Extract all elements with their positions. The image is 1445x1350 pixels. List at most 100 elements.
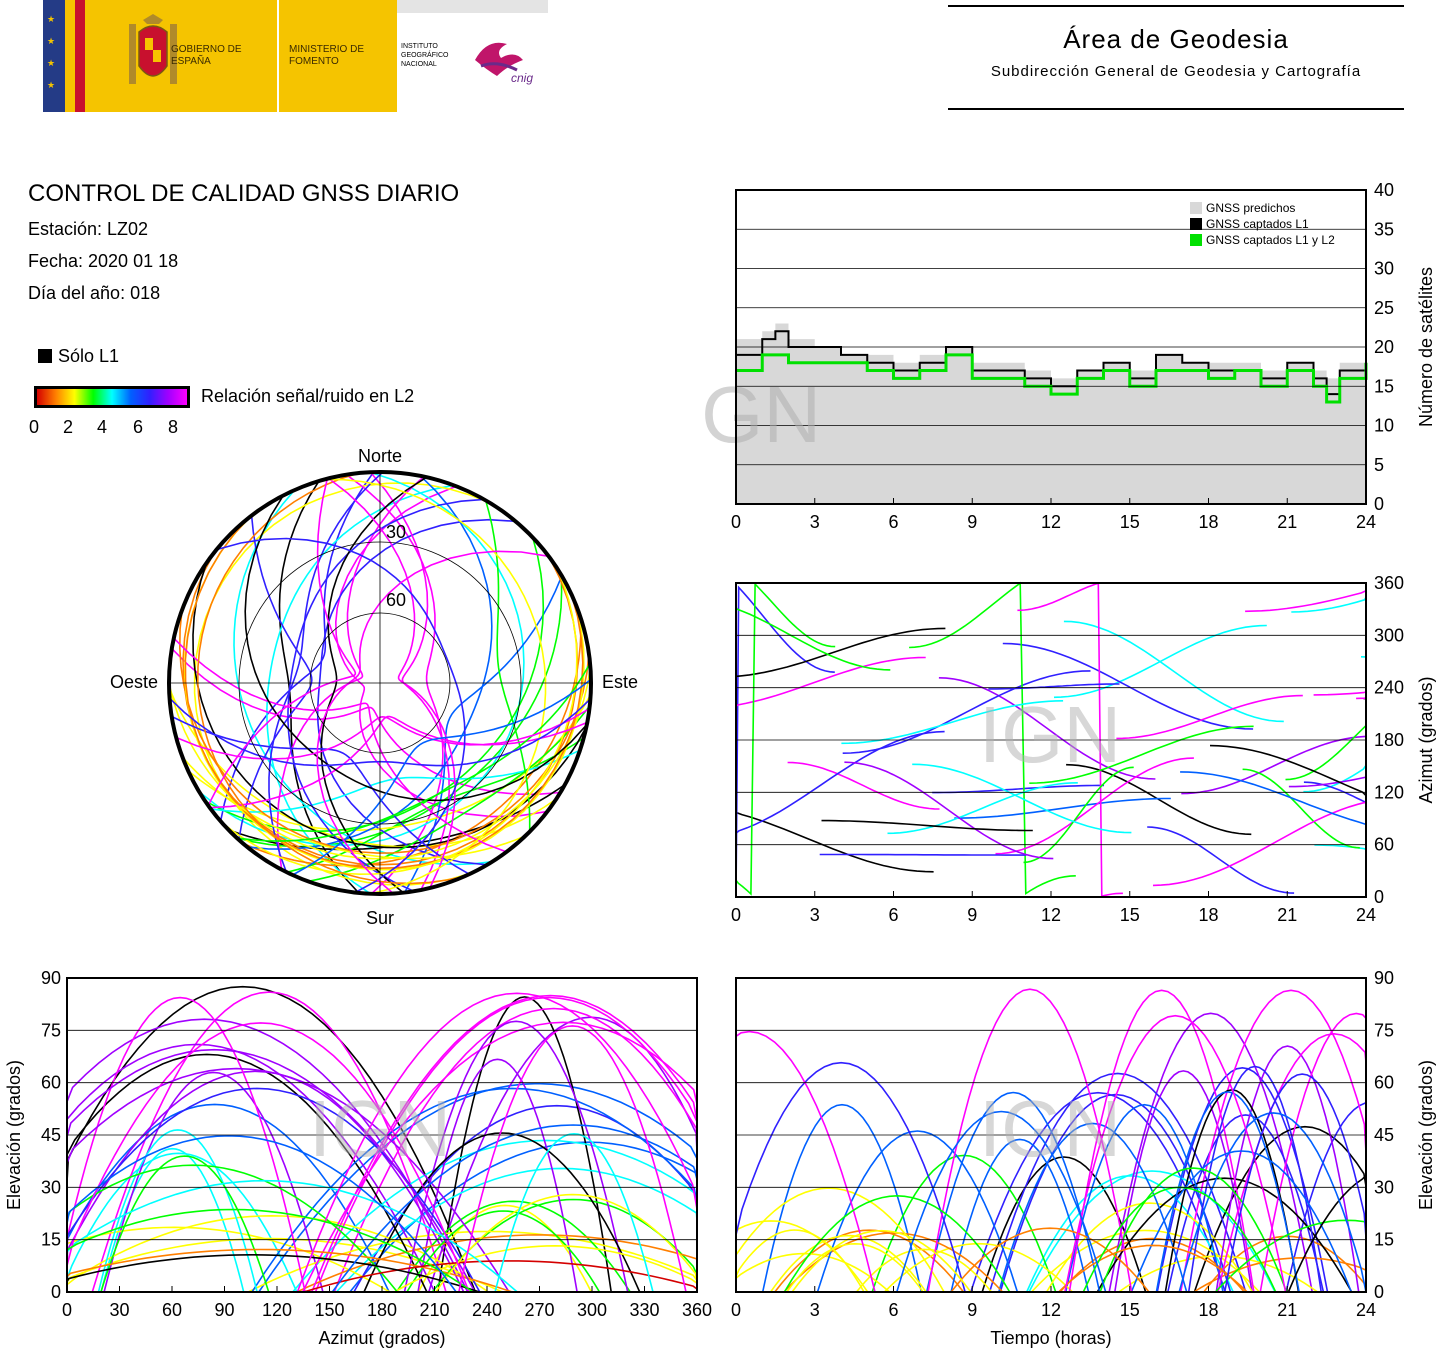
x-tick-label: 21 <box>1277 1300 1297 1320</box>
skyplot-trace <box>238 515 313 840</box>
x-tick-label: 3 <box>810 512 820 532</box>
azimuth-trace <box>932 784 1104 794</box>
y-tick-label: 30 <box>1374 1177 1394 1197</box>
gobierno-logo-text: GOBIERNO DE ESPAÑA <box>171 44 242 67</box>
flag-band-red <box>75 0 85 112</box>
area-subtitle: Subdirección General de Geodesia y Carto… <box>990 63 1362 80</box>
elevation-time-arc <box>950 1227 1150 1293</box>
series-predicted <box>736 323 1366 504</box>
azimuth-trace <box>938 677 1156 780</box>
skyplot-trace <box>276 476 425 870</box>
x-tick-label: 210 <box>419 1300 449 1320</box>
elevation-time-arc <box>999 1093 1232 1293</box>
x-tick-label: 6 <box>888 905 898 925</box>
x-tick-label: 24 <box>1356 512 1376 532</box>
y-tick-label: 60 <box>1374 835 1394 855</box>
elevation-azimuth-grid <box>67 1029 697 1241</box>
satellite-count-y-ticks: 0 5 10 15 20 25 30 35 40 <box>1374 180 1394 514</box>
snr-tick: 4 <box>97 417 108 437</box>
skyplot-trace <box>233 489 493 866</box>
skyplot-trace <box>220 569 578 876</box>
skyplot-trace <box>268 471 384 873</box>
elevation-time-arc <box>1179 989 1367 1293</box>
elevation-time-arc <box>1178 1112 1367 1293</box>
azimuth-trace <box>1242 768 1360 849</box>
ign-logo-bar <box>397 0 548 13</box>
snr-tick: 8 <box>168 417 179 437</box>
elevation-arc <box>406 1210 601 1293</box>
elevation-arc <box>66 996 306 1293</box>
skyplot-trace <box>334 485 548 818</box>
elevation-azimuth-traces <box>66 985 698 1293</box>
y-tick-label: 60 <box>41 1073 61 1093</box>
azimuth-trace <box>844 761 1054 860</box>
x-tick-label: 120 <box>262 1300 292 1320</box>
skyplot-trace <box>324 478 547 895</box>
elevation-arc <box>435 1193 698 1293</box>
elevation-time-arc <box>998 1122 1188 1293</box>
x-tick-label: 15 <box>1120 512 1140 532</box>
y-tick-label: 0 <box>51 1282 61 1302</box>
elevation-time-arc <box>1118 1255 1319 1293</box>
azimuth-trace <box>819 853 1027 856</box>
y-tick-label: 180 <box>1374 730 1404 750</box>
azimuth-trace <box>1116 694 1303 740</box>
skyplot-trace <box>175 708 590 760</box>
legend-l1-swatch <box>1190 218 1202 230</box>
azimuth-trace <box>821 819 1033 832</box>
elevation-arc <box>395 1200 631 1293</box>
skyplot-trace <box>328 477 456 889</box>
x-tick-label: 9 <box>967 905 977 925</box>
y-tick-label: 35 <box>1374 219 1394 239</box>
skyplot-trace <box>307 705 591 883</box>
x-tick-label: 6 <box>888 1300 898 1320</box>
azimuth-trace <box>1017 582 1123 898</box>
elevation-time-arc <box>735 1061 966 1293</box>
elevation-arc <box>494 1132 654 1293</box>
elevation-time-arc <box>855 1248 993 1293</box>
y-tick-label: 15 <box>41 1230 61 1250</box>
x-tick-label: 6 <box>888 512 898 532</box>
elevation-time-arc <box>883 1242 1073 1293</box>
skyplot-trace <box>173 637 507 853</box>
elevation-time-arc <box>1167 1114 1325 1293</box>
x-tick-label: 21 <box>1277 905 1297 925</box>
x-tick-label: 180 <box>367 1300 397 1320</box>
y-tick-label: 15 <box>1374 1230 1394 1250</box>
y-tick-label: 45 <box>41 1125 61 1145</box>
elevation-time-arc <box>783 1194 1011 1293</box>
azimuth-trace <box>1181 735 1367 795</box>
ign-logo: INSTITUTO GEOGRÁFICO NACIONAL cnig <box>397 0 548 112</box>
skyplot-trace <box>292 678 592 876</box>
legend-l1l2-swatch <box>1190 234 1202 246</box>
watermark-ign: IGN <box>700 370 821 459</box>
skyplot-trace <box>242 618 582 867</box>
y-tick-label: 30 <box>41 1177 61 1197</box>
elevation-arc <box>66 1152 298 1293</box>
elevation-time-ylabel: Elevación (grados) <box>1416 1060 1436 1210</box>
elevation-arc <box>66 1253 480 1293</box>
elevation-time-arc <box>927 988 1133 1293</box>
x-tick-label: 60 <box>162 1300 182 1320</box>
skyplot-west-label: Oeste <box>110 672 158 692</box>
elevation-time-arc <box>1096 1177 1353 1293</box>
elevation-time-arc <box>1108 1012 1313 1293</box>
watermark-ign: IGN <box>309 1084 451 1173</box>
skyplot-trace <box>236 574 563 848</box>
y-tick-label: 360 <box>1374 573 1404 593</box>
elevation-azimuth-x-ticks: 0 30 60 90 120 150 180 210 240 270 300 330 360 <box>62 1286 712 1320</box>
azimuth-trace <box>1029 725 1254 784</box>
snr-scale-label: Relación señal/ruido en L2 <box>201 386 415 406</box>
azimuth-trace <box>988 683 1120 690</box>
l1-only-label: Sólo L1 <box>58 346 120 366</box>
x-tick-label: 300 <box>577 1300 607 1320</box>
azimuth-time-ylabel: Azimut (grados) <box>1416 676 1436 803</box>
skyplot-trace <box>204 537 545 833</box>
x-tick-label: 330 <box>629 1300 659 1320</box>
elevation-time-arc <box>1224 1073 1367 1293</box>
skyplot-ring-30-label: 30 <box>386 522 406 542</box>
x-tick-label: 21 <box>1277 512 1297 532</box>
legend-predicted-label: GNSS predichos <box>1206 201 1295 215</box>
y-tick-label: 0 <box>1374 1282 1384 1302</box>
elevation-arc <box>363 1132 641 1293</box>
